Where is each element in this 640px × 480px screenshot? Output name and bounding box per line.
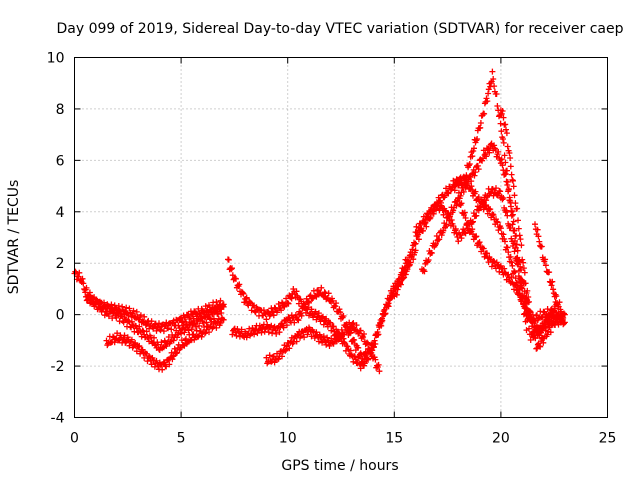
chart-title: Day 099 of 2019, Sidereal Day-to-day VTE…	[57, 21, 624, 37]
y-tick-label: 10	[47, 51, 65, 67]
x-tick-label: 20	[492, 431, 510, 447]
data-series	[71, 68, 568, 375]
series-track-13	[532, 221, 566, 320]
x-tick-label: 25	[599, 431, 617, 447]
y-tick-label: -2	[51, 359, 65, 375]
series-track-4	[225, 256, 411, 372]
plus-markers	[103, 315, 227, 373]
x-tick-label: 10	[279, 431, 297, 447]
plus-markers	[225, 256, 411, 372]
y-tick-label: 0	[56, 308, 65, 324]
plus-markers	[263, 319, 383, 375]
series-track-12	[497, 107, 534, 316]
plus-markers	[532, 221, 566, 320]
plus-markers	[451, 68, 530, 334]
plus-markers	[82, 289, 227, 353]
y-tick-label: 8	[56, 102, 65, 118]
x-tick-label: 5	[177, 431, 186, 447]
series-track-3	[103, 315, 227, 373]
series-track-9	[419, 140, 566, 352]
plus-markers	[419, 140, 566, 352]
plus-markers	[497, 107, 534, 316]
y-tick-label: 6	[56, 153, 65, 169]
series-track-2	[82, 289, 227, 353]
y-tick-label: -4	[51, 411, 65, 427]
axis-ticks: 0 5 10 15 20 25 -4 -2 0 2 4 6 8 10	[47, 51, 617, 447]
x-axis-label: GPS time / hours	[281, 458, 398, 474]
x-tick-label: 15	[385, 431, 403, 447]
y-tick-label: 4	[56, 205, 65, 221]
series-track-11	[451, 68, 530, 334]
plot-frame	[74, 57, 608, 418]
series-track-6	[263, 319, 383, 375]
y-axis-label: SDTVAR / TECUs	[6, 180, 22, 295]
x-tick-label: 0	[70, 431, 79, 447]
y-tick-label: 2	[56, 256, 65, 272]
